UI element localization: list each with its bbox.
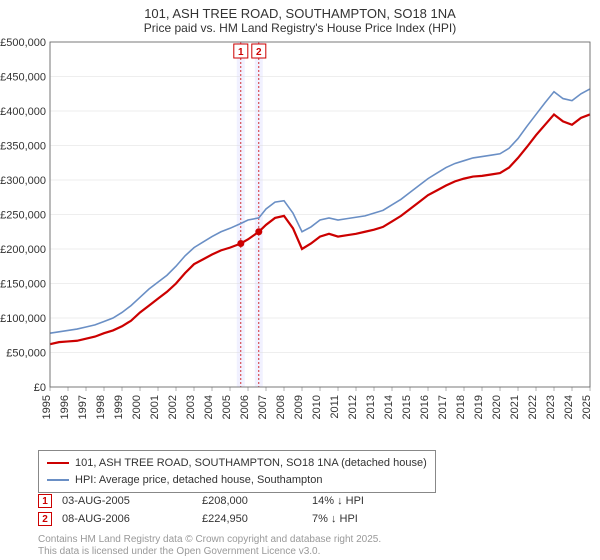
svg-text:£0: £0 bbox=[34, 382, 46, 394]
svg-text:2022: 2022 bbox=[527, 395, 539, 419]
legend-label: HPI: Average price, detached house, Sout… bbox=[75, 472, 322, 489]
svg-text:2008: 2008 bbox=[275, 395, 287, 419]
attribution-line-1: Contains HM Land Registry data © Crown c… bbox=[38, 534, 381, 546]
transaction-diff: 14% ↓ HPI bbox=[312, 495, 432, 507]
svg-text:£250,000: £250,000 bbox=[0, 210, 46, 222]
svg-text:£200,000: £200,000 bbox=[0, 244, 46, 256]
svg-text:2014: 2014 bbox=[383, 395, 395, 419]
svg-text:1997: 1997 bbox=[77, 395, 89, 419]
svg-text:1995: 1995 bbox=[41, 395, 53, 419]
svg-text:2015: 2015 bbox=[401, 395, 413, 419]
transaction-date: 08-AUG-2006 bbox=[62, 513, 192, 525]
legend: 101, ASH TREE ROAD, SOUTHAMPTON, SO18 1N… bbox=[38, 450, 436, 493]
svg-text:2000: 2000 bbox=[131, 395, 143, 419]
price-chart: 1 2 £0 £50,000 £100,000 £150,000 £200,000 £250,… bbox=[0, 0, 600, 445]
svg-text:£450,000: £450,000 bbox=[0, 72, 46, 84]
svg-text:2010: 2010 bbox=[311, 395, 323, 419]
transaction-price: £208,000 bbox=[202, 495, 302, 507]
svg-text:2023: 2023 bbox=[545, 395, 557, 419]
transaction-badge: 1 bbox=[38, 494, 52, 508]
svg-text:1: 1 bbox=[238, 47, 244, 58]
svg-text:2003: 2003 bbox=[185, 395, 197, 419]
svg-text:£500,000: £500,000 bbox=[0, 37, 46, 49]
svg-text:£150,000: £150,000 bbox=[0, 279, 46, 291]
svg-text:1998: 1998 bbox=[95, 395, 107, 419]
svg-text:2: 2 bbox=[256, 47, 262, 58]
transaction-date: 03-AUG-2005 bbox=[62, 495, 192, 507]
legend-item: 101, ASH TREE ROAD, SOUTHAMPTON, SO18 1N… bbox=[47, 455, 427, 472]
svg-text:2018: 2018 bbox=[455, 395, 467, 419]
svg-text:£400,000: £400,000 bbox=[0, 106, 46, 118]
svg-text:£50,000: £50,000 bbox=[6, 348, 46, 360]
svg-text:£350,000: £350,000 bbox=[0, 141, 46, 153]
svg-text:2024: 2024 bbox=[563, 395, 575, 419]
svg-text:£300,000: £300,000 bbox=[0, 175, 46, 187]
transaction-price: £224,950 bbox=[202, 513, 302, 525]
transaction-badge: 2 bbox=[38, 512, 52, 526]
svg-text:2016: 2016 bbox=[419, 395, 431, 419]
svg-text:2019: 2019 bbox=[473, 395, 485, 419]
transaction-row: 1 03-AUG-2005 £208,000 14% ↓ HPI bbox=[38, 494, 432, 508]
attribution: Contains HM Land Registry data © Crown c… bbox=[38, 534, 381, 558]
svg-text:2002: 2002 bbox=[167, 395, 179, 419]
legend-label: 101, ASH TREE ROAD, SOUTHAMPTON, SO18 1N… bbox=[75, 455, 427, 472]
transaction-list: 1 03-AUG-2005 £208,000 14% ↓ HPI 2 08-AUG-200… bbox=[38, 494, 432, 530]
svg-text:2012: 2012 bbox=[347, 395, 359, 419]
svg-text:2001: 2001 bbox=[149, 395, 161, 419]
svg-text:2013: 2013 bbox=[365, 395, 377, 419]
svg-text:1996: 1996 bbox=[59, 395, 71, 419]
svg-text:2025: 2025 bbox=[581, 395, 593, 419]
transaction-row: 2 08-AUG-2006 £224,950 7% ↓ HPI bbox=[38, 512, 432, 526]
svg-text:2017: 2017 bbox=[437, 395, 449, 419]
legend-swatch bbox=[47, 479, 69, 481]
attribution-line-2: This data is licensed under the Open Gov… bbox=[38, 546, 381, 558]
svg-text:£100,000: £100,000 bbox=[0, 313, 46, 325]
svg-text:2021: 2021 bbox=[509, 395, 521, 419]
svg-text:2004: 2004 bbox=[203, 395, 215, 419]
svg-text:2011: 2011 bbox=[329, 395, 341, 419]
svg-text:2020: 2020 bbox=[491, 395, 503, 419]
legend-item: HPI: Average price, detached house, Sout… bbox=[47, 472, 427, 489]
legend-swatch bbox=[47, 462, 69, 464]
svg-text:2006: 2006 bbox=[239, 395, 251, 419]
svg-text:2005: 2005 bbox=[221, 395, 233, 419]
svg-text:2009: 2009 bbox=[293, 395, 305, 419]
transaction-diff: 7% ↓ HPI bbox=[312, 513, 432, 525]
svg-text:1999: 1999 bbox=[113, 395, 125, 419]
svg-text:2007: 2007 bbox=[257, 395, 269, 419]
